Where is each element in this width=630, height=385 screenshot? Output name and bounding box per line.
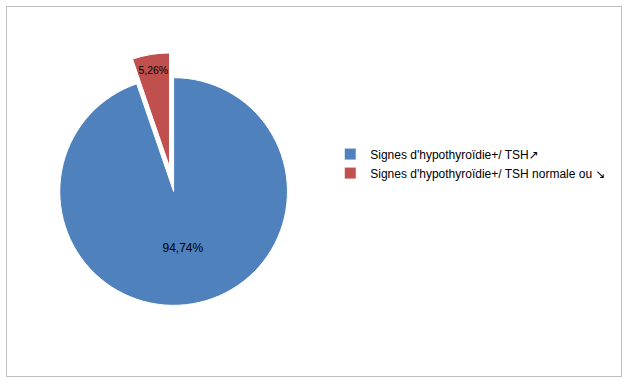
svg-text:Signes d'hypothyroïdie+/ TSH↗: Signes d'hypothyroïdie+/ TSH↗: [370, 148, 539, 162]
svg-text:5,26%: 5,26%: [139, 65, 168, 76]
svg-text:Signes d'hypothyroïdie+/ TSH n: Signes d'hypothyroïdie+/ TSH normale ou …: [370, 167, 605, 181]
svg-text:94,74%: 94,74%: [162, 241, 203, 255]
